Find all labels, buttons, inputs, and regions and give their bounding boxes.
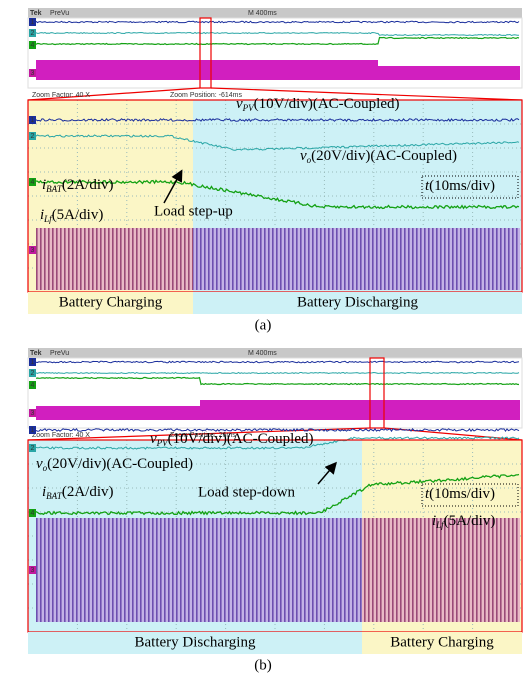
channel-label: 1 (31, 19, 35, 26)
i-bat-label-text: (2A/div) (62, 484, 114, 500)
overview-current (36, 406, 200, 420)
overview-current (200, 400, 520, 420)
channel-label: 3 (31, 567, 35, 574)
channel-label: 4 (31, 382, 35, 389)
current-band (193, 228, 520, 290)
current-band (36, 228, 193, 290)
load-step-label: Load step-down (198, 484, 296, 500)
figure: Tek PreVu M 400ms 1 2 4 3 Zoom Factor: 40 X Zoom… (0, 0, 526, 682)
i-bat-label-text: (2A/div) (62, 177, 114, 193)
region-label: Battery Discharging (135, 634, 256, 650)
channel-label: 1 (31, 359, 35, 366)
timebase: M 400ms (248, 350, 277, 357)
brand: Tek (30, 350, 42, 357)
i-bat-label-subscript: BAT (46, 491, 63, 501)
v-pv-label: vPV(10V/div)(AC-Coupled) (150, 431, 313, 448)
i-bat-label-subscript: BAT (46, 184, 63, 194)
channel-label: 4 (31, 510, 35, 517)
overview-current (378, 66, 520, 80)
brand: Tek (30, 10, 42, 17)
channel-label: 4 (31, 42, 35, 49)
time-scale-label-text: (10ms/div) (429, 178, 495, 194)
time-scale-label: t(10ms/div) (425, 178, 495, 194)
caption: (b) (254, 657, 272, 673)
region-label: Battery Charging (59, 294, 163, 310)
mode: PreVu (50, 10, 69, 17)
overview-current (36, 60, 378, 80)
v-o-label-text: (20V/div)(AC-Coupled) (47, 456, 193, 472)
zoom-position: Zoom Position: -614ms (170, 92, 242, 99)
caption: (a) (255, 317, 272, 333)
region-label: Battery Charging (390, 634, 494, 650)
channel-label: 2 (31, 370, 35, 377)
v-pv-label: vPV(10V/div)(AC-Coupled) (236, 96, 399, 113)
i-lf-label-text: (5A/div) (52, 207, 104, 223)
time-scale-label-text: (10ms/div) (429, 486, 495, 502)
v-o-label: vo(20V/div)(AC-Coupled) (300, 148, 457, 165)
mode: PreVu (50, 350, 69, 357)
channel-label: 1 (31, 117, 35, 124)
v-pv-label-text: (10V/div)(AC-Coupled) (254, 96, 400, 112)
current-band (36, 518, 362, 622)
v-o-label-text: (20V/div)(AC-Coupled) (311, 148, 457, 164)
channel-label: 3 (31, 247, 35, 254)
channel-label: 2 (31, 445, 35, 452)
current-band (362, 518, 520, 622)
channel-label: 2 (31, 133, 35, 140)
channel-label: 4 (31, 179, 35, 186)
i-lf-label-text: (5A/div) (444, 513, 496, 529)
channel-label: 1 (31, 427, 35, 434)
v-pv-label-text: (10V/div)(AC-Coupled) (168, 431, 314, 447)
timebase: M 400ms (248, 10, 277, 17)
panel: Tek PreVu M 400ms 1 2 4 3 Zoom Factor: 40 X Zoom… (28, 8, 522, 333)
zoom-factor: Zoom Factor: 40 X (32, 432, 90, 439)
zoom-factor: Zoom Factor: 40 X (32, 92, 90, 99)
channel-label: 3 (31, 410, 35, 417)
channel-label: 2 (31, 30, 35, 37)
v-o-label: vo(20V/div)(AC-Coupled) (36, 456, 193, 473)
load-step-label: Load step-up (154, 203, 233, 219)
channel-label: 3 (31, 70, 35, 77)
region-label: Battery Discharging (297, 294, 418, 310)
time-scale-label: t(10ms/div) (425, 486, 495, 502)
